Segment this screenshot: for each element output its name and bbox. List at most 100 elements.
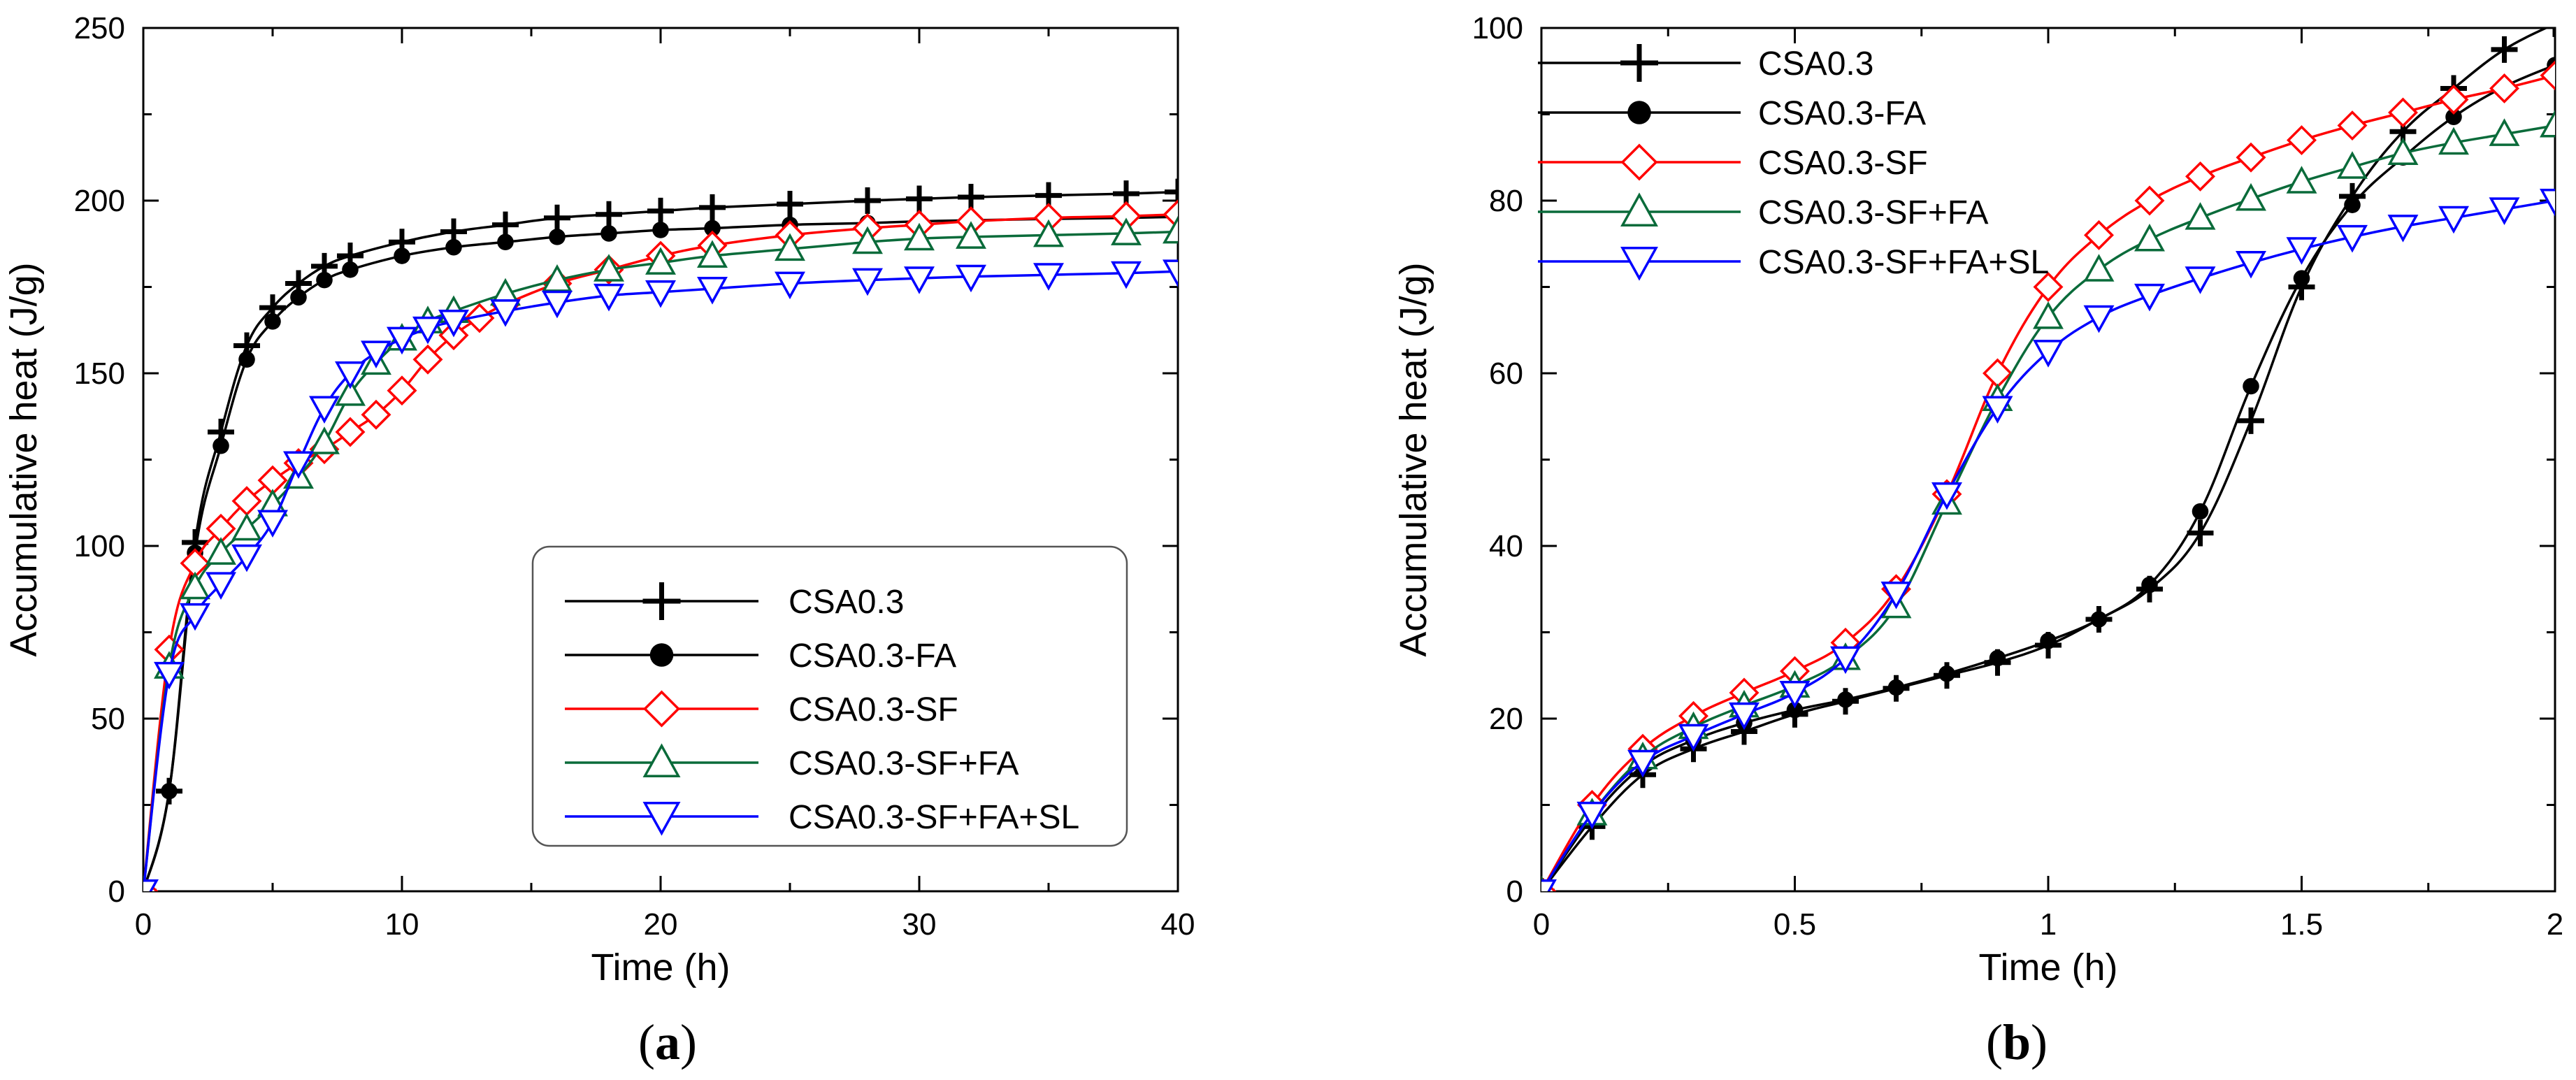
a-y-tick-label: 100 <box>74 529 125 563</box>
b-legend-marker-0 <box>1620 44 1658 82</box>
a-y-tick-label: 200 <box>74 184 125 218</box>
a-y-tick-label: 250 <box>74 11 125 45</box>
b-series-1-point <box>1786 701 1804 719</box>
b-x-axis-title: Time (h) <box>1979 946 2118 988</box>
b-series-2-point <box>2033 272 2064 302</box>
b-series-4-point <box>2337 224 2368 253</box>
a-series-1-point <box>497 233 514 251</box>
panel-b-caption: (b) <box>1986 1014 2048 1070</box>
a-legend-label-2: CSA0.3-SF <box>789 691 958 728</box>
b-series-4-point <box>1541 879 1557 891</box>
a-series-4-point <box>231 544 262 573</box>
b-series-1-point <box>1938 665 1955 682</box>
a-series-2-point <box>412 344 443 375</box>
b-legend-item-2: CSA0.3-SF <box>1538 143 1928 182</box>
a-series-4-point <box>335 361 366 389</box>
a-series-2-point <box>335 417 366 447</box>
b-series-4-point <box>1931 482 1962 510</box>
b-series-4-point <box>2489 197 2520 225</box>
a-series-2-point <box>1163 199 1178 230</box>
b-legend-label-3: CSA0.3-SF+FA <box>1758 194 1988 231</box>
b-series-3-point <box>2387 137 2419 166</box>
b-series-4-point <box>1729 702 1760 730</box>
b-legend-item-4: CSA0.3-SF+FA+SL <box>1538 244 2049 281</box>
a-series-4-point <box>490 299 521 327</box>
b-series-3-point <box>2134 223 2165 252</box>
b-y-tick-label: 80 <box>1489 184 1523 218</box>
b-legend-item-3: CSA0.3-SF+FA <box>1538 192 1988 231</box>
b-series-2-point <box>2236 142 2266 173</box>
b-series-1-point <box>2141 576 2158 593</box>
a-series-3-point <box>231 512 262 541</box>
b-series-3-point <box>2083 254 2115 282</box>
a-series-3-point <box>852 226 883 254</box>
b-legend-item-1: CSA0.3-FA <box>1538 95 1926 132</box>
b-series-3-point <box>2033 301 2064 329</box>
a-series-4-point <box>412 316 443 345</box>
b-series-3-point <box>2236 182 2266 211</box>
a-y-tick-label: 150 <box>74 357 125 391</box>
a-series-0-point <box>596 201 622 228</box>
b-series-1-point <box>2243 377 2259 395</box>
b-series-0-point <box>2238 407 2264 434</box>
b-series-4-point <box>2134 283 2165 312</box>
a-x-axis-title: Time (h) <box>591 946 731 988</box>
b-x-tick-label: 1 <box>2040 907 2057 942</box>
b-series-4-point <box>2236 250 2266 279</box>
a-series-4-point <box>775 271 805 300</box>
a-legend-item-1: CSA0.3-FA <box>565 638 956 675</box>
b-legend-marker-2 <box>1620 143 1658 181</box>
a-x-tick-label: 20 <box>644 907 678 942</box>
b-series-4-point <box>1880 581 1912 610</box>
a-y-tick-label: 50 <box>91 702 125 736</box>
a-y-tick-label: 0 <box>108 874 125 909</box>
a-legend-item-0: CSA0.3 <box>565 582 904 621</box>
a-series-4-point <box>387 326 417 355</box>
a-series-4-point <box>143 879 159 891</box>
b-series-2-point <box>2540 60 2555 91</box>
a-series-0-point <box>492 211 519 238</box>
b-series-2-point <box>2388 97 2418 128</box>
a-series-4-point <box>154 661 185 690</box>
a-series-2-point <box>361 399 391 430</box>
b-series-1-point <box>2192 503 2209 520</box>
a-series-4-point <box>645 280 676 308</box>
b-series-3-point <box>2286 166 2317 194</box>
a-series-4-point <box>257 510 288 538</box>
a-series-4-point <box>283 451 314 480</box>
a-legend-marker-2 <box>643 690 680 728</box>
a-series-3-point <box>645 247 676 275</box>
a-legend-label-1: CSA0.3-FA <box>789 638 956 675</box>
b-series-4-point <box>2033 340 2064 368</box>
a-series-4-point <box>1163 259 1178 287</box>
a-series-4-point <box>180 603 210 631</box>
a-series-4-point <box>697 277 728 305</box>
a-series-1-point <box>290 289 307 306</box>
b-series-4-point <box>1627 749 1658 778</box>
a-series-3-point <box>335 378 366 406</box>
a-x-tick-label: 30 <box>902 907 937 942</box>
a-series-3-point <box>1163 215 1178 244</box>
a-series-3-point <box>180 571 210 600</box>
b-y-tick-label: 40 <box>1489 529 1523 563</box>
b-legend-label-2: CSA0.3-SF <box>1758 145 1928 182</box>
a-series-0-point <box>906 185 933 213</box>
a-series-4-point <box>852 268 883 296</box>
b-series-1-point <box>1837 691 1854 708</box>
a-series-1-point <box>213 437 229 454</box>
a-series-1-point <box>704 219 721 237</box>
a-series-4-point <box>361 340 391 368</box>
b-legend-label-4: CSA0.3-SF+FA+SL <box>1758 244 2049 281</box>
b-legend-item-0: CSA0.3 <box>1538 44 1873 82</box>
a-series-0-point <box>777 190 803 217</box>
b-series-4-point <box>2286 237 2317 265</box>
a-legend-item-3: CSA0.3-SF+FA <box>565 743 1019 782</box>
a-series-4-point <box>438 309 469 338</box>
b-series-2-point <box>2084 219 2114 250</box>
b-series-3-point <box>2185 202 2216 230</box>
a-series-3-point <box>775 233 805 261</box>
b-series-4-point <box>1830 646 1861 675</box>
b-series-0-point <box>2491 36 2518 63</box>
a-series-1-point <box>342 261 359 278</box>
